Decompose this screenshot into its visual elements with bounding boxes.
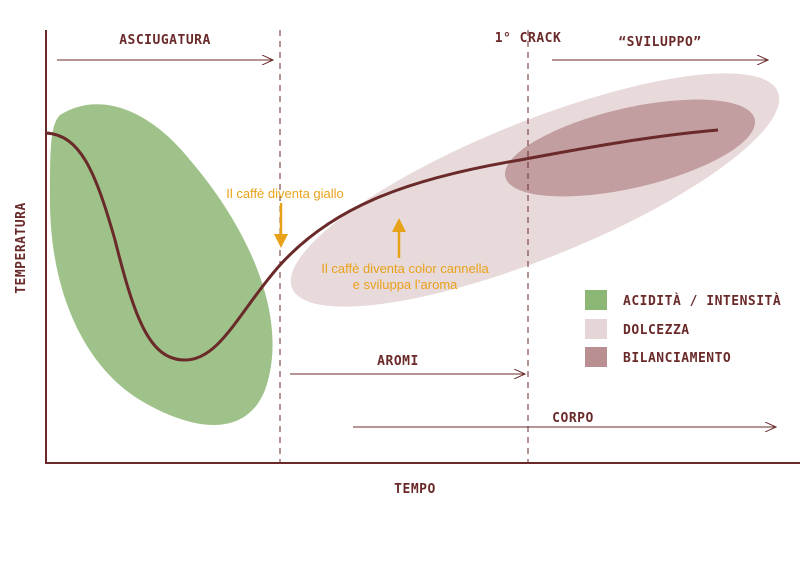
balance-ellipse bbox=[504, 99, 756, 197]
x-axis-label: TEMPO bbox=[394, 482, 436, 497]
legend-swatch bbox=[585, 290, 607, 310]
legend-label: DOLCEZZA bbox=[623, 323, 690, 338]
annotation: Il caffè diventa color cannella bbox=[321, 261, 489, 276]
annotation-arrow bbox=[392, 218, 406, 232]
phase-label: 1° CRACK bbox=[495, 31, 562, 46]
annotation-arrow bbox=[274, 234, 288, 248]
phase-label: “SVILUPPO” bbox=[618, 35, 701, 50]
span-label: CORPO bbox=[552, 411, 594, 426]
legend-label: BILANCIAMENTO bbox=[623, 351, 731, 366]
legend-swatch bbox=[585, 347, 607, 367]
annotation: e sviluppa l’aroma bbox=[353, 277, 459, 292]
annotation: Il caffè diventa giallo bbox=[226, 186, 344, 201]
acidity-blob bbox=[50, 104, 273, 425]
y-axis-label: TEMPERATURA bbox=[14, 202, 29, 294]
legend-swatch bbox=[585, 319, 607, 339]
span-label: AROMI bbox=[377, 354, 419, 369]
legend-label: ACIDITÀ / INTENSITÀ bbox=[623, 293, 781, 309]
phase-label: ASCIUGATURA bbox=[119, 33, 211, 48]
roast-curve bbox=[45, 128, 719, 362]
